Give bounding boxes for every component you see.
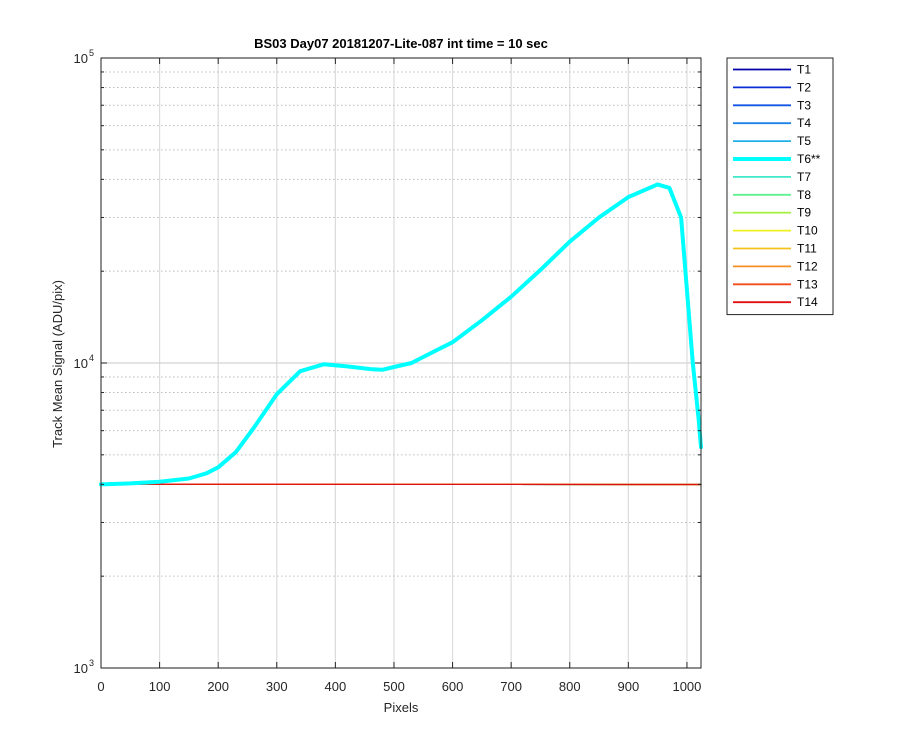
x-tick-label: 700 (500, 679, 522, 694)
x-tick-label: 800 (559, 679, 581, 694)
legend-label: T5 (797, 134, 811, 148)
legend-label: T8 (797, 188, 811, 202)
legend-label: T2 (797, 80, 811, 94)
legend-label: T7 (797, 170, 811, 184)
x-tick-label: 100 (149, 679, 171, 694)
y-tick-exponent: 3 (89, 658, 94, 668)
y-tick-exponent: 4 (89, 353, 94, 363)
x-tick-label: 500 (383, 679, 405, 694)
y-tick-label: 10 (74, 51, 88, 66)
x-axis-label: Pixels (384, 700, 419, 715)
legend-label: T1 (797, 63, 811, 77)
legend-label: T10 (797, 224, 818, 238)
legend: T1 T2 T3 T4 T5 T6** T7 T8 T9 T10 T11 T12 T13 T14 (726, 57, 834, 316)
series-lines (99, 182, 703, 487)
legend-label: T12 (797, 259, 818, 273)
legend-label: T9 (797, 206, 811, 220)
x-tick-label: 300 (266, 679, 288, 694)
x-tick-label: 200 (207, 679, 229, 694)
chart-title: BS03 Day07 20181207-Lite-087 int time = … (254, 36, 548, 51)
legend-label: T14 (797, 295, 818, 309)
legend-box (726, 57, 834, 316)
x-tick-label: 1000 (672, 679, 701, 694)
x-tick-label: 0 (97, 679, 104, 694)
legend-label: T13 (797, 277, 818, 291)
legend-label: T11 (797, 242, 817, 256)
legend-label: T6** (797, 152, 821, 166)
x-axis-ticks: 0 100 200 300 400 500 600 700 800 900 1000 (97, 58, 701, 694)
x-tick-label: 900 (617, 679, 639, 694)
legend-label: T3 (797, 98, 811, 112)
grid-lines (100, 57, 701, 669)
y-axis-label: Track Mean Signal (ADU/pix) (50, 280, 65, 448)
x-tick-label: 600 (442, 679, 464, 694)
legend-label: T4 (797, 116, 811, 130)
x-tick-label: 400 (325, 679, 347, 694)
y-tick-label: 10 (74, 661, 88, 676)
series-line-T6 (99, 182, 703, 487)
y-tick-label: 10 (74, 356, 88, 371)
y-tick-exponent: 5 (89, 48, 94, 58)
